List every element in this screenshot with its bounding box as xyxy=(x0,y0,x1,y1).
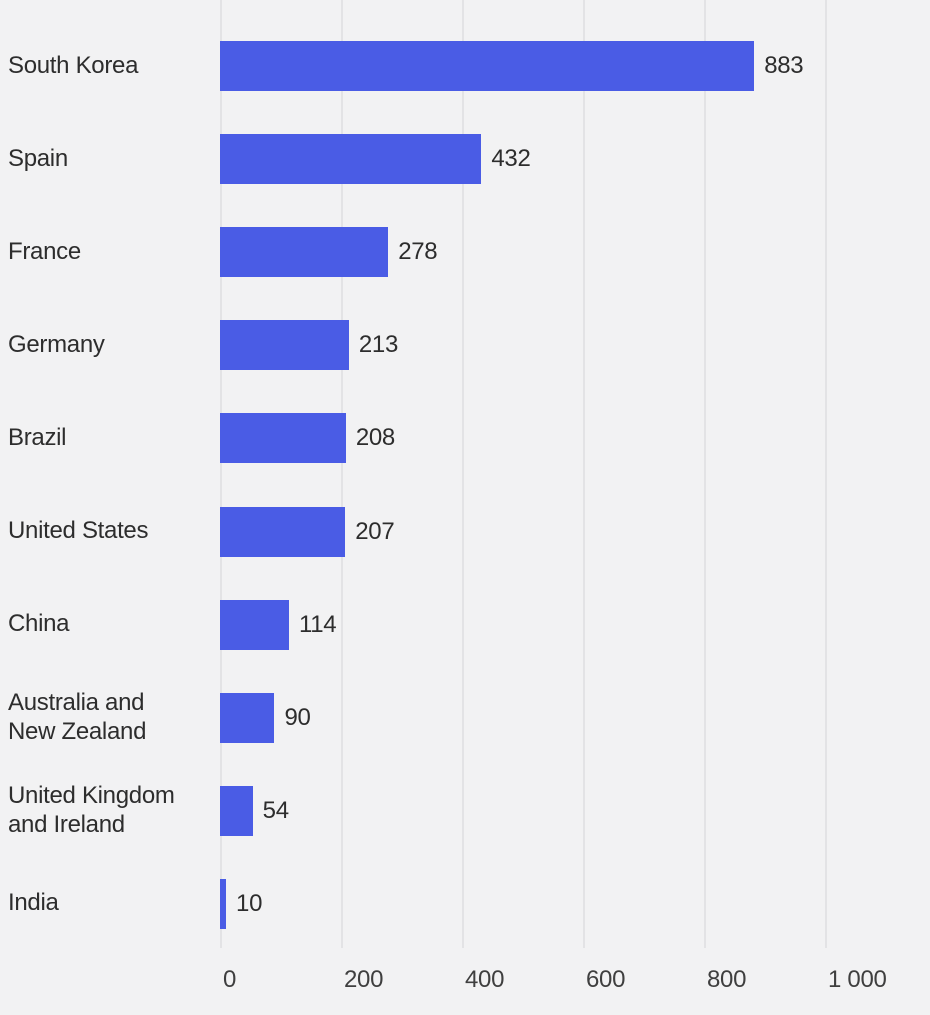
x-tick-label: 1 000 xyxy=(828,966,887,993)
value-label: 54 xyxy=(262,796,289,824)
bar-india xyxy=(220,878,227,929)
category-label-line: Spain xyxy=(8,144,68,172)
bar-south-korea xyxy=(220,41,755,91)
category-label-line: France xyxy=(8,237,81,265)
value-label: 432 xyxy=(491,145,531,173)
category-label: United Kingdom and Ireland xyxy=(8,781,208,840)
category-label-line: Australia and xyxy=(8,688,145,716)
value-label: 207 xyxy=(355,517,395,545)
bar-france xyxy=(220,227,389,278)
category-label: China xyxy=(8,609,208,638)
category-label: France xyxy=(8,237,208,266)
bar-spain xyxy=(220,134,482,185)
bar-germany xyxy=(220,320,349,371)
bar-australia-and-new-zealand xyxy=(220,692,275,743)
value-label: 213 xyxy=(358,331,399,359)
value-label: 10 xyxy=(236,889,263,917)
gridline-x-600 xyxy=(583,0,585,948)
category-label: Spain xyxy=(8,144,208,173)
category-label-line: United States xyxy=(8,517,149,544)
category-label-line: South Korea xyxy=(8,51,139,79)
x-tick-label: 800 xyxy=(707,966,747,993)
gridline-x-200 xyxy=(341,0,343,948)
category-label: Australia and New Zealand xyxy=(8,688,208,747)
bar-united-states xyxy=(220,506,346,557)
x-tick-label: 400 xyxy=(465,966,505,993)
category-label-line: China xyxy=(8,610,70,638)
value-label: 208 xyxy=(355,424,395,452)
x-tick-label: 200 xyxy=(344,966,384,993)
category-label-line: United Kingdom xyxy=(8,781,175,809)
value-label: 90 xyxy=(284,703,311,731)
category-label: Brazil xyxy=(8,423,208,452)
category-label-line: India xyxy=(8,889,59,917)
category-label: Germany xyxy=(8,330,208,359)
category-label-line: Germany xyxy=(8,330,105,358)
value-label: 883 xyxy=(764,52,804,79)
value-label: 278 xyxy=(398,238,438,266)
category-label-line: and Ireland xyxy=(8,811,125,839)
category-label: South Korea xyxy=(8,51,208,80)
gridline-x-800 xyxy=(704,0,706,948)
category-label: India xyxy=(8,888,208,917)
gridline-x-0 xyxy=(220,0,222,948)
gridline-x-400 xyxy=(462,0,464,948)
x-tick-label: 0 xyxy=(223,966,237,993)
category-label-line: Brazil xyxy=(8,423,67,451)
category-label-line: New Zealand xyxy=(8,717,147,745)
x-tick-label: 600 xyxy=(586,966,626,993)
category-label: United States xyxy=(8,516,208,545)
gridline-x-1000 xyxy=(825,0,827,948)
bar-united-kingdom-and-ireland xyxy=(220,785,253,836)
bar-brazil xyxy=(220,413,346,464)
value-label: 114 xyxy=(298,610,337,638)
bar-china xyxy=(220,599,289,650)
